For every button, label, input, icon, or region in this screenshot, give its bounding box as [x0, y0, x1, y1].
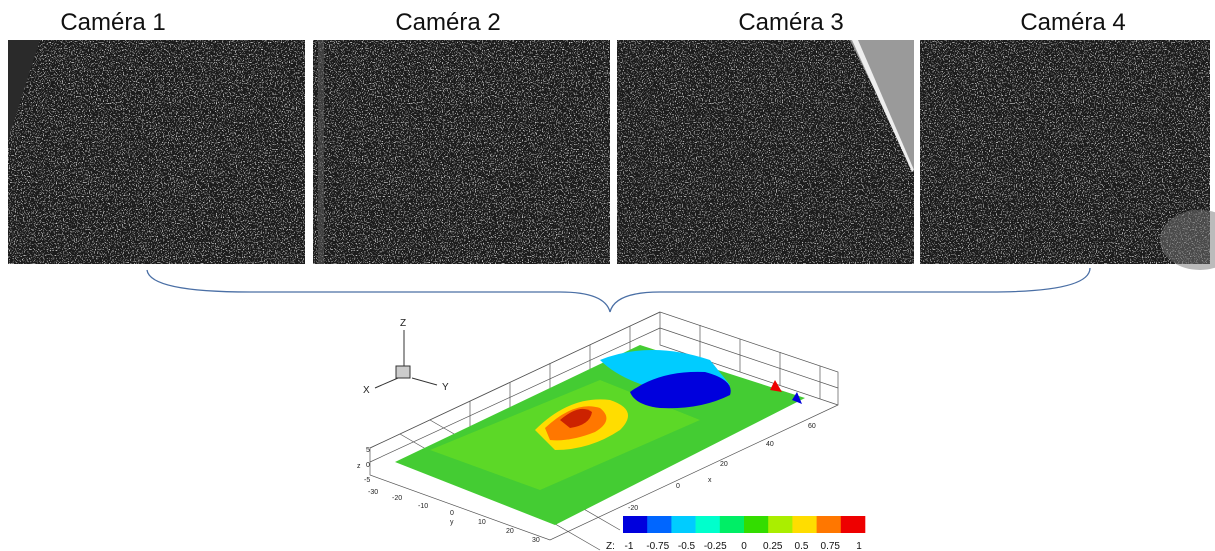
camera-label: Caméra 3 [738, 9, 843, 36]
x-tick: 40 [766, 441, 774, 448]
colorbar-swatch [816, 516, 842, 533]
y-tick: -10 [418, 503, 428, 510]
colorbar-swatch [840, 516, 866, 533]
colorbar-tick: 0.5 [795, 541, 809, 551]
x-axis-label: x [708, 477, 712, 484]
surface-spike [770, 380, 782, 392]
x-tick: 0 [676, 483, 680, 490]
colorbar-tick: 0 [741, 541, 747, 551]
camera-glare [852, 40, 914, 172]
camera-speckle [313, 40, 610, 264]
colorbar-swatch [695, 516, 721, 533]
y-tick: 20 [506, 528, 514, 535]
colorbar-tick: -0.25 [704, 541, 727, 551]
colorbar-tick: -1 [625, 541, 634, 551]
colorbar-swatch [623, 516, 648, 533]
colorbar-swatch [647, 516, 672, 533]
triad-axis [411, 377, 438, 386]
z-tick: -5 [364, 477, 370, 484]
colorbar-tick: -0.75 [646, 541, 669, 551]
camera-speckle [8, 40, 305, 264]
camera-panels [8, 40, 1215, 270]
y-tick: -20 [392, 495, 402, 502]
camera-label: Caméra 4 [1020, 9, 1125, 36]
colorbar-tick: 1 [856, 541, 862, 551]
y-tick: 0 [450, 510, 454, 517]
y-tick: 30 [532, 537, 540, 544]
colorbar-swatch [671, 516, 696, 533]
z-axis-label: z [357, 463, 361, 470]
colorbar-tick: 0.75 [821, 541, 841, 551]
triad-axis [374, 377, 399, 389]
y-axis-label: y [450, 519, 454, 526]
surface-spike [792, 392, 802, 404]
triad-label: X [363, 385, 370, 396]
camera-label: Caméra 2 [395, 9, 500, 36]
camera-glare [1160, 210, 1215, 270]
z-tick: 0 [366, 462, 370, 469]
colorbar-swatch [792, 516, 817, 533]
colorbar-tick: 0.25 [763, 541, 783, 551]
axis-labels: z 5 0 -5 -30 -20 -10 0 10 20 30 y -20 0 … [357, 423, 816, 544]
y-tick: -30 [368, 489, 378, 496]
surface-patch [630, 371, 731, 409]
triad: Z X Y [363, 318, 449, 396]
surface [395, 345, 805, 525]
colorbar: Z: -1 -0.75 -0.5 -0.25 0 0.25 0.5 0.75 1 [606, 516, 866, 551]
camera-edge [318, 40, 324, 264]
colorbar-label: Z: [606, 541, 615, 551]
x-tick: 20 [720, 461, 728, 468]
triad-cube [395, 365, 411, 379]
x-tick: 60 [808, 423, 816, 430]
z-tick: 5 [366, 447, 370, 454]
triad-label: Y [442, 382, 449, 393]
colorbar-swatch [719, 516, 745, 533]
camera-label: Caméra 1 [60, 9, 165, 36]
colorbar-swatch [744, 516, 769, 533]
triad-label: Z [400, 318, 406, 329]
colorbar-swatch [768, 516, 793, 533]
brace [146, 267, 1091, 313]
camera-shade [8, 40, 40, 140]
surface-patch [560, 408, 592, 428]
x-tick: -20 [628, 505, 638, 512]
camera-speckle [920, 40, 1210, 264]
colorbar-tick: -0.5 [678, 541, 696, 551]
y-tick: 10 [478, 519, 486, 526]
camera-labels: Caméra 1 Caméra 2 Caméra 3 Caméra 4 [60, 9, 1125, 36]
camera-speckle [617, 40, 914, 264]
